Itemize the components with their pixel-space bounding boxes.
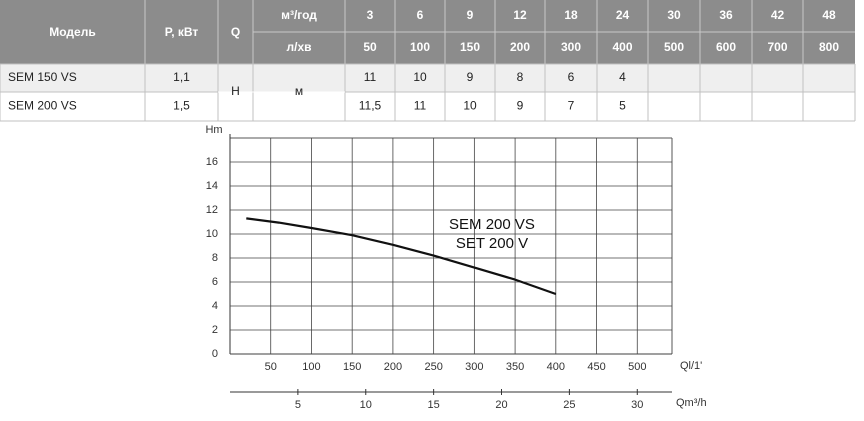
x-axis-label: Ql/1' (680, 360, 702, 372)
x2-tick-label: 20 (495, 399, 507, 411)
model-name: SEM 200 VS (8, 99, 77, 113)
y-tick-label: 14 (206, 180, 218, 192)
head-value: 10 (463, 99, 477, 113)
flow-header: 400 (612, 40, 632, 54)
flow-header: 12 (513, 8, 527, 22)
flow-header: 50 (363, 40, 377, 54)
head-value: 4 (619, 70, 626, 84)
flow-header: 700 (767, 40, 787, 54)
head-value: 11 (414, 99, 427, 113)
flow-header: 500 (664, 40, 684, 54)
y-tick-label: 12 (206, 204, 218, 216)
x-tick-label: 450 (587, 361, 605, 373)
y-tick-label: 4 (212, 300, 218, 312)
head-value: 11 (364, 70, 377, 84)
column-header: P, кВт (165, 25, 199, 39)
x-tick-label: 100 (302, 361, 320, 373)
x2-tick-label: 25 (563, 399, 575, 411)
column-header: Модель (49, 25, 95, 39)
flow-header: 24 (616, 8, 630, 22)
x-tick-label: 150 (343, 361, 361, 373)
head-value: 9 (517, 99, 524, 113)
model-name: SEM 150 VS (8, 70, 77, 84)
unit-header: л/хв (286, 40, 311, 54)
y-tick-label: 0 (212, 348, 218, 360)
power: 1,5 (173, 99, 190, 113)
head-label: H (231, 84, 240, 98)
flow-header: 300 (561, 40, 581, 54)
flow-header: 48 (822, 8, 836, 22)
curve-label: SET 200 V (456, 235, 528, 252)
flow-header: 200 (510, 40, 530, 54)
x2-tick-label: 30 (631, 399, 643, 411)
flow-header: 9 (467, 8, 474, 22)
flow-header: 3 (367, 8, 374, 22)
head-value: 5 (619, 99, 626, 113)
unit-header: м³/год (281, 8, 317, 22)
flow-header: 150 (460, 40, 480, 54)
power: 1,1 (173, 70, 190, 84)
flow-header: 36 (719, 8, 733, 22)
x-tick-label: 250 (424, 361, 442, 373)
head-value: 8 (517, 70, 524, 84)
x2-tick-label: 5 (295, 399, 301, 411)
y-tick-label: 10 (206, 228, 218, 240)
head-value: 10 (413, 70, 427, 84)
flow-header: 30 (667, 8, 681, 22)
flow-header: 6 (417, 8, 424, 22)
flow-header: 800 (819, 40, 839, 54)
x-tick-label: 50 (265, 361, 277, 373)
x-tick-label: 400 (547, 361, 565, 373)
head-value: 11,5 (359, 99, 382, 113)
head-value: 7 (568, 99, 575, 113)
x2-axis-label: Qm³/h (676, 397, 707, 409)
curve (246, 217, 557, 296)
y-tick-label: 16 (206, 156, 218, 168)
curve-label: SEM 200 VS (449, 216, 535, 233)
x2-tick-label: 15 (428, 399, 440, 411)
head-value: 6 (568, 70, 575, 84)
flow-header: 18 (564, 8, 578, 22)
flow-header: 42 (771, 8, 785, 22)
x2-tick-label: 10 (360, 399, 372, 411)
y-tick-label: 6 (212, 276, 218, 288)
flow-header: 600 (716, 40, 736, 54)
y-tick-label: 2 (212, 324, 218, 336)
x-tick-label: 300 (465, 361, 483, 373)
x-tick-label: 350 (506, 361, 524, 373)
row-bg (0, 64, 855, 92)
row-bg (0, 92, 855, 121)
x-tick-label: 200 (384, 361, 402, 373)
column-header: Q (231, 25, 240, 39)
y-axis-label: Hm (205, 124, 222, 136)
head-unit: м (295, 84, 303, 98)
y-tick-label: 8 (212, 252, 218, 264)
flow-header: 100 (410, 40, 430, 54)
head-value: 9 (467, 70, 474, 84)
x-tick-label: 500 (628, 361, 646, 373)
